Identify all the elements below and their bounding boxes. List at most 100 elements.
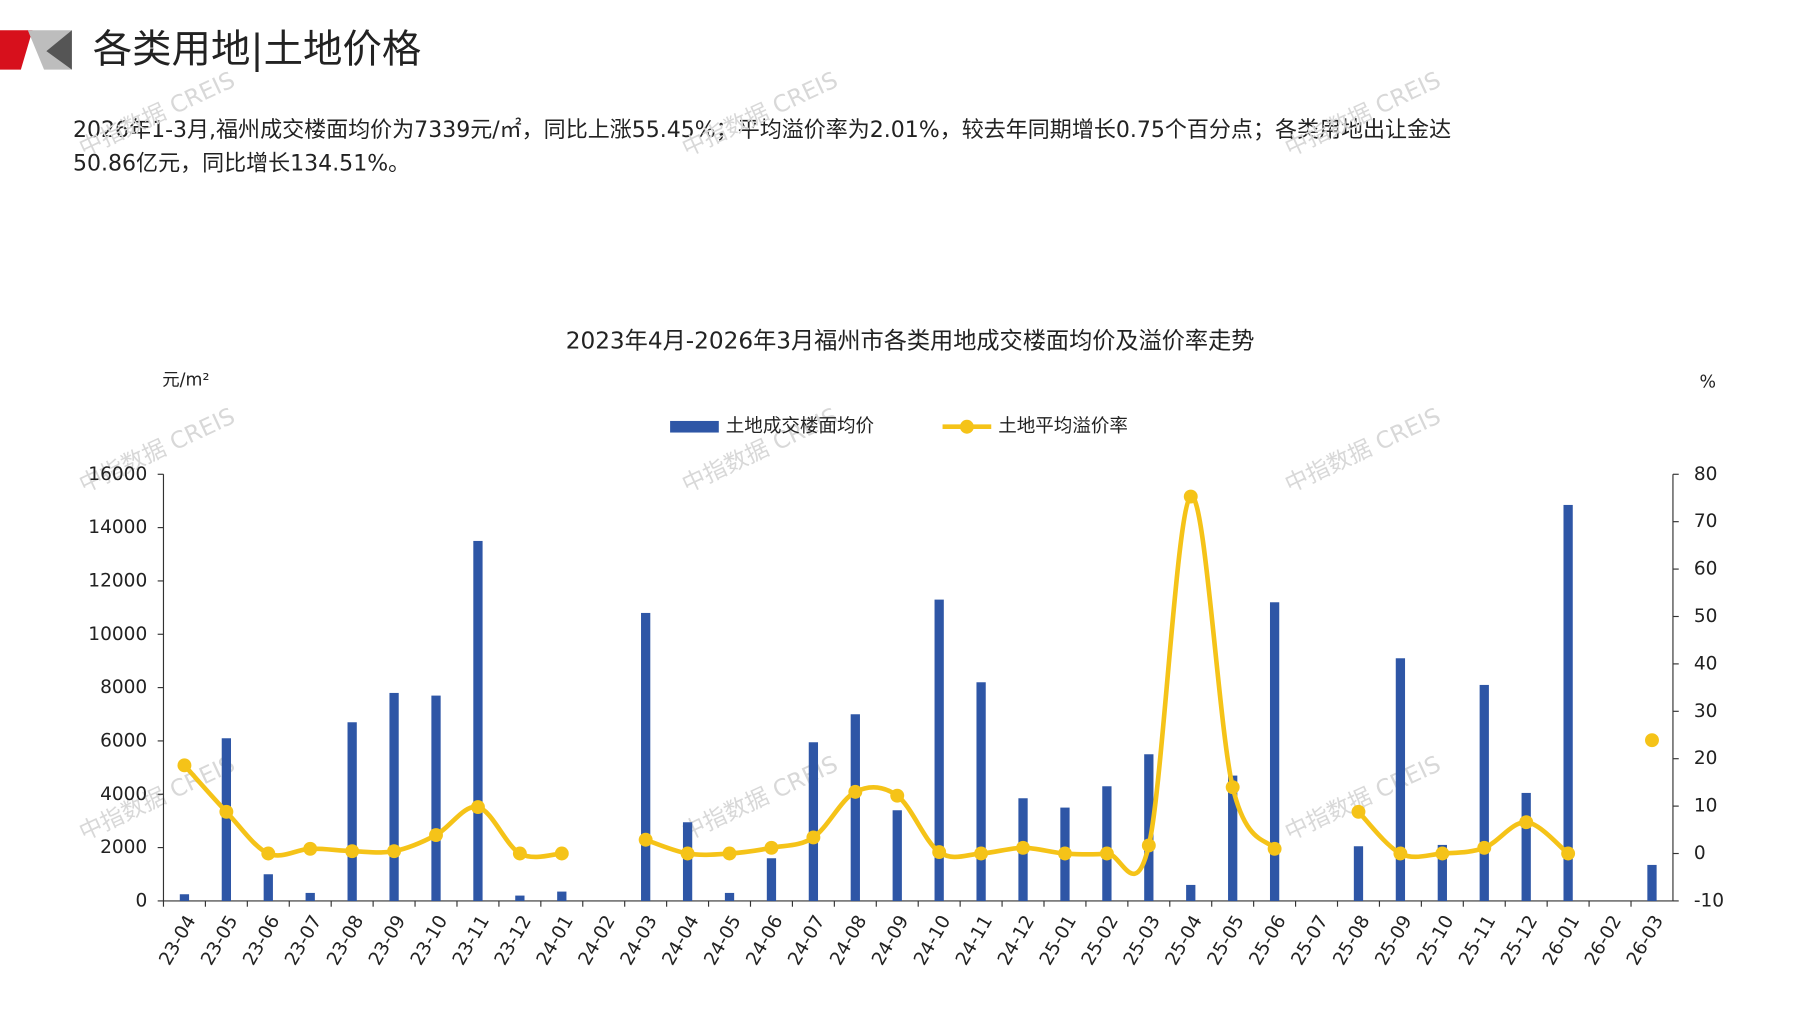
x-tick-label: 24-08 — [826, 912, 871, 969]
bar — [1437, 844, 1447, 901]
y-tick-label: 2000 — [100, 837, 147, 858]
x-tick-label: 26-01 — [1539, 912, 1584, 969]
bar — [1353, 846, 1364, 901]
x-tick-label: 25-04 — [1162, 912, 1207, 969]
line-marker — [261, 846, 276, 861]
bar — [641, 612, 651, 901]
x-tick-label: 23-04 — [155, 912, 200, 969]
line-marker — [764, 840, 779, 855]
bar — [682, 822, 693, 901]
y2-tick-label: 50 — [1694, 606, 1718, 627]
line-marker — [932, 845, 947, 860]
line-marker — [1519, 815, 1534, 830]
y2-tick-label: 10 — [1694, 796, 1718, 817]
x-tick-label: 24-07 — [784, 912, 829, 969]
x-tick-label: 24-01 — [533, 912, 578, 969]
x-tick-label: 25-05 — [1204, 912, 1249, 969]
paragraph: 50.86亿元，同比增长134.51%。 — [73, 152, 410, 177]
bar — [934, 599, 944, 901]
line-marker — [890, 788, 905, 803]
line-marker — [806, 830, 821, 845]
watermark: 中指数据 CREIS — [1281, 403, 1445, 499]
x-tick-label: 25-10 — [1413, 912, 1458, 969]
line-marker — [1016, 840, 1030, 855]
bar — [1563, 504, 1573, 901]
line-marker — [1183, 489, 1198, 504]
x-tick-label: 24-03 — [617, 912, 662, 969]
x-tick-label: 25-02 — [1078, 912, 1123, 969]
bar — [473, 540, 483, 901]
legend-label: 土地成交楼面均价 — [726, 416, 874, 437]
x-tick-label: 24-12 — [994, 912, 1039, 969]
x-tick-label: 25-03 — [1120, 912, 1165, 969]
page-title: 各类用地|土地价格 — [93, 26, 422, 72]
x-tick-label: 24-05 — [700, 912, 745, 969]
chart-title: 2023年4月-2026年3月福州市各类用地成交楼面均价及溢价率走势 — [566, 328, 1255, 355]
line — [184, 496, 1652, 874]
bar — [305, 892, 315, 901]
bar — [1395, 658, 1406, 901]
line-marker — [1225, 780, 1240, 795]
bar — [1102, 786, 1112, 901]
y2-tick-label: 40 — [1694, 653, 1718, 674]
x-tick-label: 26-02 — [1581, 912, 1626, 969]
watermark: 中指数据 CREIS — [1281, 750, 1445, 846]
x-tick-label: 25-08 — [1329, 912, 1374, 969]
bar — [263, 874, 273, 901]
bar — [1521, 792, 1531, 901]
x-tick-label: 23-08 — [323, 912, 368, 969]
bar — [431, 695, 441, 901]
y-unit: 元/m² — [162, 370, 209, 390]
bar — [515, 895, 525, 901]
line-marker — [219, 804, 234, 819]
x-tick-label: 25-07 — [1287, 912, 1332, 969]
x-tick-label: 23-06 — [239, 912, 284, 969]
line-marker — [554, 846, 569, 861]
legend-swatch — [670, 420, 719, 433]
bar — [221, 738, 232, 901]
line-marker — [680, 846, 695, 861]
legend-swatch — [959, 419, 974, 434]
bar — [1647, 864, 1657, 901]
bar — [1144, 754, 1154, 901]
x-tick-label: 24-11 — [952, 912, 997, 969]
x-tick-label: 25-09 — [1371, 912, 1416, 969]
bar — [766, 858, 777, 901]
line-marker — [177, 758, 192, 773]
line-marker — [1477, 840, 1492, 855]
line-marker — [512, 846, 527, 861]
x-tick-label: 24-06 — [742, 912, 787, 969]
line-marker — [1141, 838, 1156, 853]
bar — [724, 892, 735, 901]
line-marker — [1099, 846, 1114, 861]
bar — [1479, 684, 1489, 901]
bar — [1228, 775, 1238, 901]
paragraph: 2026年1-3月,福州成交楼面均价为7339元/㎡，同比上涨55.45%；平均… — [73, 117, 1451, 143]
bar — [1186, 884, 1196, 901]
bar — [1269, 602, 1280, 901]
bar — [347, 722, 357, 901]
logo-dark — [46, 30, 72, 70]
y2-tick-label: 30 — [1694, 701, 1718, 722]
x-tick-label: 23-10 — [407, 912, 452, 969]
x-tick-label: 25-12 — [1497, 912, 1542, 969]
watermark: 中指数据 CREIS — [1281, 66, 1445, 162]
watermark: 中指数据 CREIS — [678, 66, 842, 162]
watermark: 中指数据 CREIS — [75, 66, 239, 162]
y-tick-label: 14000 — [88, 517, 147, 538]
x-tick-label: 25-01 — [1036, 912, 1081, 969]
y2-tick-label: 70 — [1694, 511, 1718, 532]
x-tick-label: 23-05 — [197, 912, 242, 969]
x-tick-label: 23-09 — [365, 912, 410, 969]
x-tick-label: 25-11 — [1455, 912, 1500, 969]
y2-tick-label: 80 — [1694, 464, 1718, 485]
line-marker — [1435, 846, 1450, 861]
x-tick-label: 24-04 — [659, 912, 704, 969]
line-marker — [470, 800, 485, 815]
line-marker — [1645, 733, 1659, 748]
y-tick-label: 10000 — [88, 624, 147, 645]
line-marker — [1561, 846, 1576, 861]
bar — [892, 810, 902, 901]
